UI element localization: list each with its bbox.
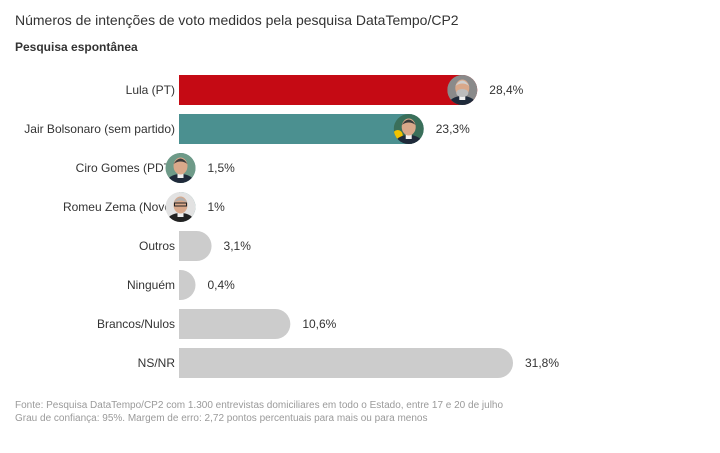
category-label-ciro-gomes-pdt: Ciro Gomes (PDT) <box>76 161 175 175</box>
value-label-jair-bolsonaro-sem-partido: 23,3% <box>436 122 470 136</box>
bar-outros <box>179 231 212 261</box>
value-label-romeu-zema-novo: 1% <box>208 200 226 214</box>
bar-lula-pt <box>179 75 478 105</box>
chart-footer: Fonte: Pesquisa DataTempo/CP2 com 1.300 … <box>15 399 503 425</box>
chart-title: Números de intenções de voto medidos pel… <box>15 12 459 28</box>
bar-brancos-nulos <box>179 309 291 339</box>
value-label-outros: 3,1% <box>224 239 252 253</box>
value-label-ciro-gomes-pdt: 1,5% <box>208 161 236 175</box>
lula-photo <box>447 75 478 105</box>
bar-jair-bolsonaro-sem-partido <box>179 114 424 144</box>
bar-ninguem <box>179 270 196 300</box>
category-label-ninguem: Ninguém <box>127 278 175 292</box>
zema-photo <box>165 192 196 222</box>
value-label-lula-pt: 28,4% <box>489 83 523 97</box>
category-label-brancos-nulos: Brancos/Nulos <box>97 317 175 331</box>
value-label-brancos-nulos: 10,6% <box>302 317 336 331</box>
bar-ns-nr <box>179 348 513 378</box>
category-label-jair-bolsonaro-sem-partido: Jair Bolsonaro (sem partido) <box>24 122 175 136</box>
ciro-photo <box>165 153 196 183</box>
value-label-ns-nr: 31,8% <box>525 356 559 370</box>
bolsonaro-photo <box>393 114 424 144</box>
category-label-ns-nr: NS/NR <box>138 356 176 370</box>
footer-confidence: Grau de confiança: 95%. Margem de erro: … <box>15 413 428 424</box>
value-label-ninguem: 0,4% <box>208 278 236 292</box>
category-label-romeu-zema-novo: Romeu Zema (Novo) <box>63 200 175 214</box>
chart-subtitle: Pesquisa espontânea <box>15 40 138 54</box>
category-label-lula-pt: Lula (PT) <box>126 83 175 97</box>
footer-source: Fonte: Pesquisa DataTempo/CP2 com 1.300 … <box>15 400 504 411</box>
category-label-outros: Outros <box>139 239 175 253</box>
